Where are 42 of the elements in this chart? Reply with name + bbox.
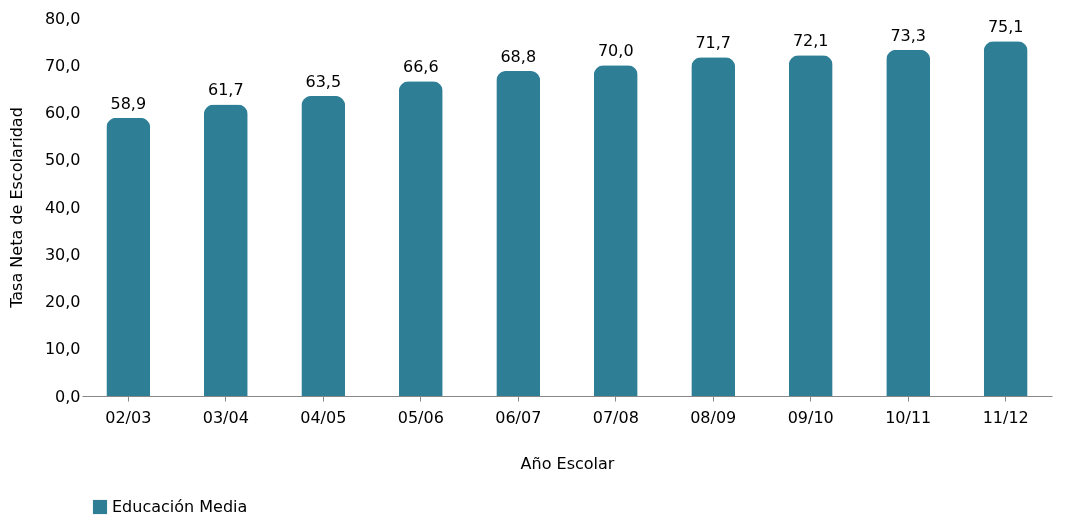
data-label: 71,7 xyxy=(695,33,732,53)
y-tick-label: 20,0 xyxy=(44,292,81,311)
x-tick-label: 08/09 xyxy=(690,407,737,427)
x-tick-label: 06/07 xyxy=(495,407,542,427)
x-axis-title: Año Escolar xyxy=(520,453,615,473)
x-tick-label: 03/04 xyxy=(202,407,249,427)
y-tick-label: 80,0 xyxy=(44,8,81,28)
x-tick-label: 09/10 xyxy=(787,407,834,427)
y-tick-label: 30,0 xyxy=(44,244,81,264)
data-label: 66,6 xyxy=(402,57,439,77)
x-tick-label: 07/08 xyxy=(592,407,639,427)
bar xyxy=(496,70,541,396)
bar xyxy=(301,95,346,396)
data-label: 72,1 xyxy=(792,31,829,51)
y-tick-label: 40,0 xyxy=(44,197,81,217)
x-tick-label: 10/11 xyxy=(885,407,932,427)
x-tick-label: 11/12 xyxy=(982,407,1029,427)
bar xyxy=(398,81,443,396)
x-tick-label: 05/06 xyxy=(397,407,444,427)
data-label: 63,5 xyxy=(305,71,342,91)
data-label: 68,8 xyxy=(500,46,537,66)
y-tick-label: 0,0 xyxy=(55,386,81,406)
y-tick-label: 70,0 xyxy=(44,55,81,75)
data-label: 73,3 xyxy=(890,25,927,45)
y-axis-title: Tasa Neta de Escolaridad xyxy=(6,107,26,309)
y-tick-label: 10,0 xyxy=(44,339,81,359)
bar xyxy=(203,104,248,396)
data-label: 70,0 xyxy=(597,41,634,61)
x-tick-label: 04/05 xyxy=(300,407,347,427)
bar xyxy=(593,65,638,396)
bar xyxy=(788,55,833,396)
bar xyxy=(106,117,151,396)
y-tick-label: 50,0 xyxy=(44,150,81,170)
data-label: 61,7 xyxy=(207,80,244,100)
data-label: 75,1 xyxy=(987,17,1024,37)
bar xyxy=(983,41,1028,396)
y-tick-label: 60,0 xyxy=(44,103,81,122)
bar xyxy=(886,49,931,396)
legend-label: Educación Media xyxy=(112,497,248,516)
bar xyxy=(691,57,736,396)
x-tick-label: 02/03 xyxy=(105,407,152,427)
data-label: 58,9 xyxy=(110,93,147,113)
